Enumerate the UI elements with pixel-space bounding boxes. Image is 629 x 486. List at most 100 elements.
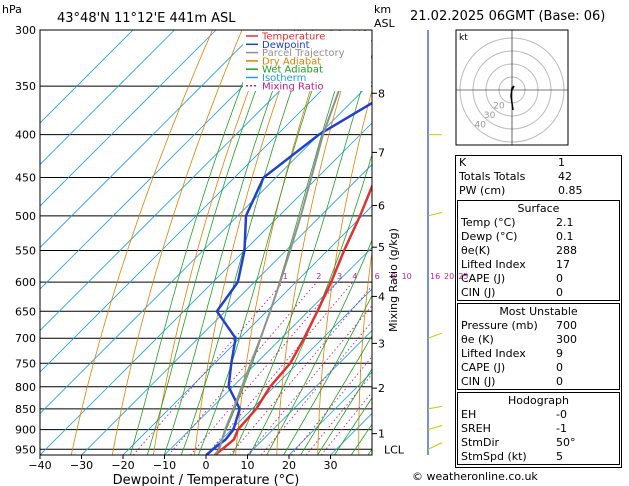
mixing-ratio-label: 10	[402, 272, 412, 281]
x-tick-label: −20	[111, 459, 134, 472]
mixing-ratio-label: 4	[352, 272, 357, 281]
index-label: K	[459, 156, 467, 169]
isotherm-line	[205, 288, 372, 455]
x-tick-label: 0	[203, 459, 210, 472]
pressure-tick-label: 950	[15, 443, 36, 456]
index-row: SREH -1	[458, 422, 619, 436]
surface-section: Surface Temp (°C) 2.1 Dewp (°C) 0.1 θe(K) 288…	[457, 200, 620, 301]
dry-adiabat-line	[153, 30, 272, 455]
most-unstable-title: Most Unstable	[499, 305, 578, 318]
index-value: 0	[556, 286, 563, 299]
km-tick-label: 5	[378, 241, 385, 254]
dry-adiabat-line	[358, 249, 372, 455]
index-row: EH -0	[458, 408, 619, 422]
isotherm-line	[40, 30, 258, 249]
wet-adiabat-line	[249, 153, 372, 455]
index-row: θe(K) 288	[458, 244, 619, 258]
index-row: StmDir 50°	[458, 436, 619, 450]
wind-barb	[427, 332, 443, 339]
km-tick-label: 2	[378, 382, 385, 395]
mixing-ratio-line	[290, 355, 372, 455]
hodograph-ring-label: 40	[475, 120, 487, 130]
index-row: θe (K) 300	[458, 333, 619, 347]
legend-entry: Dewpoint	[262, 40, 310, 51]
index-value: 42	[558, 170, 572, 183]
index-value: 0	[556, 375, 563, 388]
legend-entry: Dry Adiabat	[262, 56, 321, 67]
dry-adiabat-line	[399, 30, 448, 455]
legend-entry: Temperature	[261, 32, 325, 43]
index-value: 0.85	[558, 184, 583, 197]
index-value: 300	[556, 333, 577, 346]
km-tick-label: 6	[378, 199, 385, 212]
isotherm-line	[40, 30, 341, 332]
mixing-ratio-line	[305, 373, 372, 455]
pressure-tick-label: 900	[15, 424, 36, 437]
km-tick-label: 3	[378, 337, 385, 350]
index-value: 0.1	[556, 230, 574, 243]
wet-adiabat-line	[283, 294, 372, 455]
index-label: θe (K)	[461, 333, 494, 346]
most-unstable-section: Most Unstable Pressure (mb) 700 θe (K) 300 L…	[457, 303, 620, 390]
index-row: Lifted Index 9	[458, 347, 619, 361]
site-credit: © weatheronline.co.uk	[412, 470, 538, 483]
index-value: 288	[556, 244, 577, 257]
index-label: CIN (J)	[461, 375, 496, 388]
mixing-ratio-line	[229, 285, 372, 455]
mixing-ratio-line	[247, 304, 372, 455]
hodograph-unit-label: kt	[459, 33, 468, 43]
index-row: PW (cm) 0.85	[456, 184, 621, 198]
hodograph-section: Hodograph EH -0 SREH -1 StmDir 50° StmSpd (kt)…	[457, 392, 620, 465]
pressure-tick-label: 550	[15, 244, 36, 257]
dewpoint-curve	[205, 101, 372, 455]
pressure-tick-label: 700	[15, 332, 36, 345]
index-row: StmSpd (kt) 5	[458, 450, 619, 464]
index-row: CIN (J) 0	[458, 286, 619, 300]
index-value: 0	[556, 272, 563, 285]
x-tick-label: 30	[324, 459, 338, 472]
hodograph-ring-label: 20	[493, 102, 505, 112]
isotherm-line	[122, 205, 372, 455]
wet-adiabat-line	[197, 30, 333, 455]
legend-entry: Wet Adiabat	[262, 65, 323, 76]
hodograph-ring-label: 30	[484, 111, 496, 121]
mixing-ratio-label: 25	[458, 272, 468, 281]
temperature-curve	[213, 183, 372, 455]
asl-label: ASL	[374, 17, 396, 30]
wind-barb	[427, 211, 443, 217]
index-value: -1	[556, 422, 567, 435]
index-label: CAPE (J)	[461, 272, 506, 285]
pressure-tick-label: 350	[15, 80, 36, 93]
pressure-tick-label: 650	[15, 305, 36, 318]
wet-adiabat-line	[215, 30, 355, 455]
index-label: Totals Totals	[459, 170, 526, 183]
wet-adiabat-line	[266, 239, 372, 455]
index-label: θe(K)	[461, 244, 491, 257]
index-row: CIN (J) 0	[458, 375, 619, 389]
plot-frame	[39, 29, 373, 456]
index-value: -0	[556, 408, 567, 421]
parcel-trajectory-curve	[213, 30, 367, 455]
km-tick-label: 8	[378, 87, 385, 100]
mixing-ratio-label: 6	[375, 272, 380, 281]
index-value: 700	[556, 319, 577, 332]
isotherm-line	[40, 30, 217, 207]
mixing-ratio-label: 3	[337, 272, 342, 281]
isotherm-line	[247, 329, 372, 455]
wet-adiabat-line	[163, 30, 296, 455]
x-tick-label: 10	[241, 459, 255, 472]
x-tick-label: −40	[28, 459, 51, 472]
index-label: StmSpd (kt)	[461, 450, 527, 463]
wind-barb	[427, 405, 443, 410]
index-label: StmDir	[461, 436, 500, 449]
mixing-ratio-axis-label: Mixing Ratio (g/kg)	[387, 228, 400, 332]
index-value: 0	[556, 361, 563, 374]
pressure-tick-label: 600	[15, 276, 36, 289]
index-value: 9	[556, 347, 563, 360]
index-value: 1	[558, 156, 565, 169]
dry-adiabat-line	[235, 30, 331, 455]
index-label: CIN (J)	[461, 286, 496, 299]
isotherm-line	[81, 163, 372, 455]
